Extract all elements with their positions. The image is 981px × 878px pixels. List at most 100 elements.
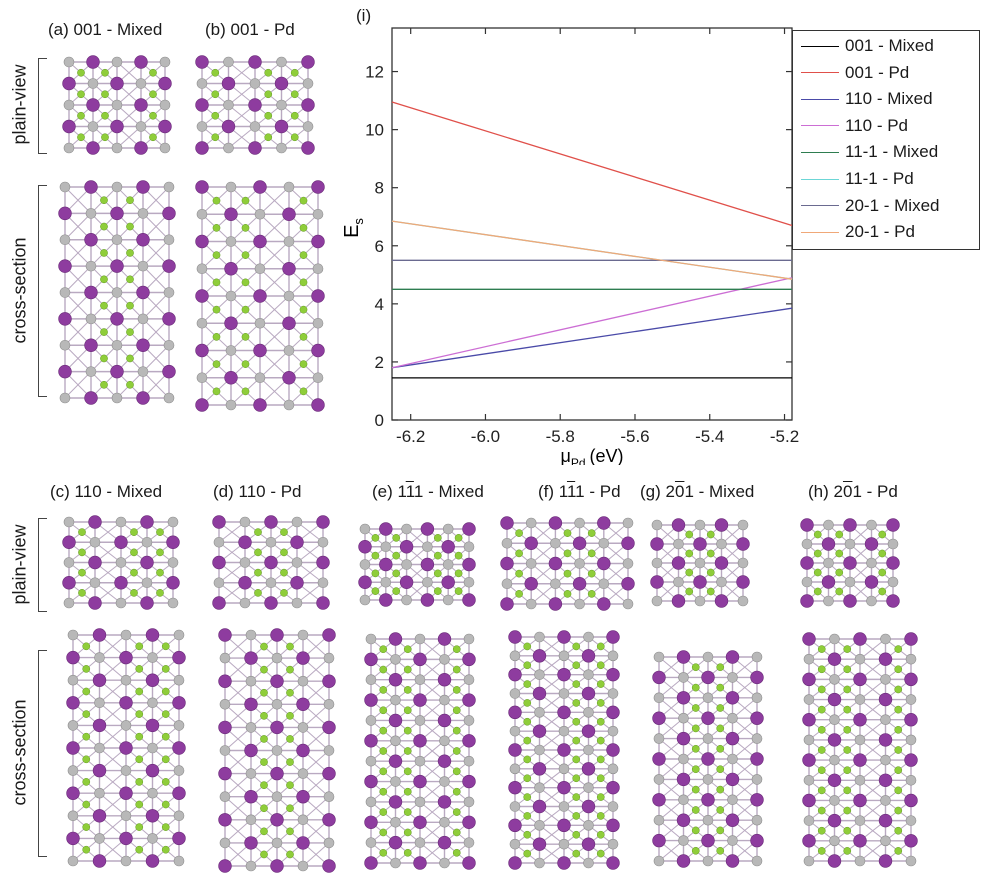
s-atom [312, 317, 324, 329]
s-atom [534, 631, 545, 643]
s-atom [727, 794, 738, 806]
s-atom [678, 753, 689, 765]
pd-atom [364, 815, 378, 829]
s-atom [823, 557, 834, 569]
se-atom [161, 710, 170, 718]
pd-atom [652, 711, 666, 725]
pd-atom [399, 540, 414, 554]
se-atom [894, 705, 903, 714]
s-atom [801, 576, 813, 588]
se-atom [572, 774, 581, 783]
pd-atom [736, 537, 750, 551]
legend-label: 20-1 - Pd [845, 222, 915, 242]
pd-atom [802, 632, 816, 646]
se-atom [212, 387, 221, 396]
se-atom [843, 705, 852, 714]
pd-atom [802, 834, 816, 848]
pd-atom [136, 338, 150, 352]
se-atom [596, 642, 605, 651]
pd-atom [322, 859, 336, 873]
s-atom [525, 598, 537, 610]
pd-atom [58, 206, 72, 221]
pd-atom [652, 752, 666, 766]
s-atom [653, 855, 665, 867]
se-atom [817, 685, 826, 694]
pd-atom [322, 674, 336, 688]
s-atom [509, 725, 521, 737]
se-atom [587, 549, 596, 558]
s-atom [297, 675, 309, 687]
se-atom [78, 548, 86, 557]
pd-atom [572, 536, 587, 550]
pd-atom [548, 556, 563, 571]
s-atom [94, 697, 105, 709]
plain-view-bracket-bottom [38, 518, 47, 612]
pd-atom [388, 754, 403, 768]
s-atom [905, 734, 917, 746]
atom-layer [802, 632, 918, 868]
pd-atom [88, 596, 102, 610]
se-atom [149, 111, 157, 120]
se-atom [817, 746, 826, 754]
se-atom [149, 68, 157, 77]
s-atom [163, 234, 175, 246]
pd-atom [750, 711, 764, 725]
pd-atom [316, 555, 330, 570]
se-atom [286, 804, 294, 813]
pd-atom [508, 705, 522, 720]
s-atom [147, 833, 158, 844]
pd-atom [676, 650, 691, 664]
pd-atom [66, 831, 80, 846]
s-atom [550, 537, 561, 549]
se-atom [716, 846, 725, 855]
se-atom [523, 849, 532, 858]
s-atom [219, 699, 231, 710]
s-atom [59, 287, 71, 298]
se-atom [126, 380, 134, 389]
s-atom [135, 121, 147, 132]
se-atom [299, 360, 308, 368]
pd-atom [388, 713, 403, 728]
se-atom [82, 732, 91, 741]
s-atom [254, 372, 266, 384]
pd-atom [606, 743, 620, 757]
pd-atom [532, 724, 547, 738]
s-atom [414, 755, 426, 767]
pd-atom [218, 813, 232, 827]
s-atom [365, 715, 377, 726]
se-atom [379, 665, 388, 674]
se-atom [403, 808, 412, 816]
x-tick-label: -6.0 [471, 427, 500, 446]
se-atom [685, 587, 694, 596]
se-atom [126, 222, 134, 231]
x-tick-label: -5.8 [546, 427, 575, 446]
se-atom [433, 534, 442, 542]
pd-atom [802, 753, 816, 767]
s-atom [137, 208, 149, 219]
pd-atom [853, 753, 867, 767]
x-axis-label: μPd (eV) [560, 446, 623, 465]
s-atom [727, 672, 738, 683]
se-atom [817, 847, 826, 855]
s-atom [463, 674, 475, 686]
x-tick-label: -5.6 [620, 427, 649, 446]
s-atom [854, 653, 866, 665]
s-atom [887, 576, 899, 588]
se-atom [515, 590, 523, 598]
s-atom [702, 774, 714, 785]
s-atom [239, 557, 251, 568]
s-atom [678, 672, 689, 683]
s-atom [439, 694, 450, 706]
s-atom [276, 142, 287, 154]
se-atom [596, 793, 605, 801]
pd-atom [66, 650, 80, 665]
se-atom [685, 530, 694, 539]
s-atom [751, 651, 763, 663]
se-atom [241, 333, 250, 341]
y-tick-label: 0 [375, 411, 384, 430]
pd-atom [119, 696, 133, 710]
pd-atom [62, 119, 76, 134]
s-atom [249, 121, 261, 132]
se-atom [572, 642, 581, 651]
s-atom [880, 674, 891, 685]
